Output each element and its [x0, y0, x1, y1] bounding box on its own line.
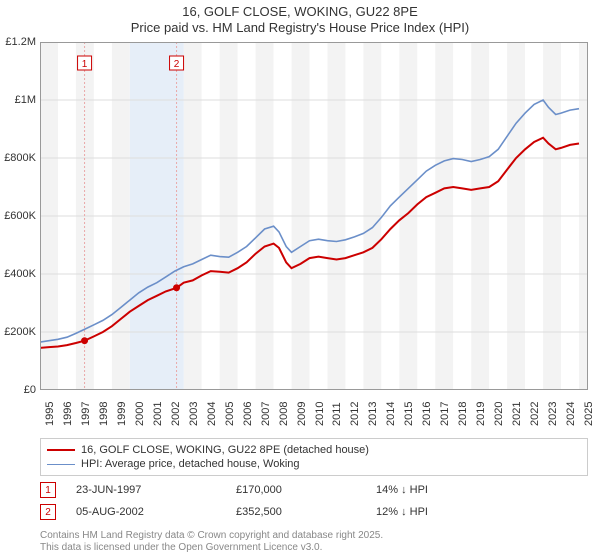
- copyright-line-2: This data is licensed under the Open Gov…: [40, 542, 588, 554]
- chart-area: 12: [40, 42, 588, 390]
- x-tick-label: 2002: [170, 402, 182, 426]
- x-tick-label: 2012: [349, 402, 361, 426]
- x-tick-label: 2007: [260, 402, 272, 426]
- x-tick-label: 1999: [116, 402, 128, 426]
- y-tick-label: £600K: [0, 210, 36, 222]
- x-tick-label: 1998: [98, 402, 110, 426]
- sale-delta-2: 12% ↓ HPI: [376, 506, 428, 518]
- legend-item: 16, GOLF CLOSE, WOKING, GU22 8PE (detach…: [47, 443, 581, 457]
- x-tick-label: 1996: [62, 402, 74, 426]
- y-tick-label: £800K: [0, 152, 36, 164]
- x-tick-label: 2010: [314, 402, 326, 426]
- x-tick-label: 1995: [44, 402, 56, 426]
- x-tick-label: 2008: [278, 402, 290, 426]
- chart-container: 16, GOLF CLOSE, WOKING, GU22 8PE Price p…: [0, 0, 600, 560]
- sale-price-2: £352,500: [236, 506, 376, 518]
- copyright: Contains HM Land Registry data © Crown c…: [40, 530, 588, 554]
- sale-date-2: 05-AUG-2002: [76, 506, 236, 518]
- x-tick-label: 2009: [296, 402, 308, 426]
- legend-label: HPI: Average price, detached house, Woki…: [81, 458, 300, 470]
- x-tick-label: 2019: [475, 402, 487, 426]
- x-tick-label: 2003: [188, 402, 200, 426]
- sale-marker-1: 1: [40, 482, 56, 498]
- legend: 16, GOLF CLOSE, WOKING, GU22 8PE (detach…: [40, 438, 588, 476]
- x-tick-label: 2021: [511, 402, 523, 426]
- x-tick-label: 2023: [547, 402, 559, 426]
- y-tick-label: £400K: [0, 268, 36, 280]
- sale-delta-1: 14% ↓ HPI: [376, 484, 428, 496]
- x-tick-label: 2006: [242, 402, 254, 426]
- legend-swatch: [47, 464, 75, 465]
- svg-text:1: 1: [82, 59, 88, 70]
- y-tick-label: £200K: [0, 326, 36, 338]
- title-block: 16, GOLF CLOSE, WOKING, GU22 8PE Price p…: [0, 0, 600, 35]
- title-line-1: 16, GOLF CLOSE, WOKING, GU22 8PE: [0, 4, 600, 20]
- title-line-2: Price paid vs. HM Land Registry's House …: [0, 20, 600, 36]
- x-tick-label: 2024: [565, 402, 577, 426]
- x-tick-label: 2005: [224, 402, 236, 426]
- sale-date-1: 23-JUN-1997: [76, 484, 236, 496]
- chart-svg: 12: [40, 42, 588, 390]
- legend-label: 16, GOLF CLOSE, WOKING, GU22 8PE (detach…: [81, 444, 369, 456]
- x-tick-label: 2015: [403, 402, 415, 426]
- y-tick-label: £1M: [0, 94, 36, 106]
- x-tick-label: 2020: [493, 402, 505, 426]
- y-tick-label: £0: [0, 384, 36, 396]
- legend-item: HPI: Average price, detached house, Woki…: [47, 457, 581, 471]
- sale-row-2: 2 05-AUG-2002 £352,500 12% ↓ HPI: [40, 504, 588, 520]
- x-tick-label: 2018: [457, 402, 469, 426]
- copyright-line-1: Contains HM Land Registry data © Crown c…: [40, 530, 588, 542]
- sale-price-1: £170,000: [236, 484, 376, 496]
- legend-swatch: [47, 449, 75, 451]
- y-tick-label: £1.2M: [0, 36, 36, 48]
- x-tick-label: 2016: [421, 402, 433, 426]
- x-tick-label: 2004: [206, 402, 218, 426]
- x-tick-label: 2014: [385, 402, 397, 426]
- x-tick-label: 2001: [152, 402, 164, 426]
- x-tick-label: 2000: [134, 402, 146, 426]
- x-tick-label: 2022: [529, 402, 541, 426]
- x-tick-label: 2013: [367, 402, 379, 426]
- sale-marker-2: 2: [40, 504, 56, 520]
- x-tick-label: 2025: [583, 402, 595, 426]
- x-tick-label: 1997: [80, 402, 92, 426]
- x-tick-label: 2011: [331, 402, 343, 426]
- x-tick-label: 2017: [439, 402, 451, 426]
- sale-row-1: 1 23-JUN-1997 £170,000 14% ↓ HPI: [40, 482, 588, 498]
- svg-text:2: 2: [174, 59, 180, 70]
